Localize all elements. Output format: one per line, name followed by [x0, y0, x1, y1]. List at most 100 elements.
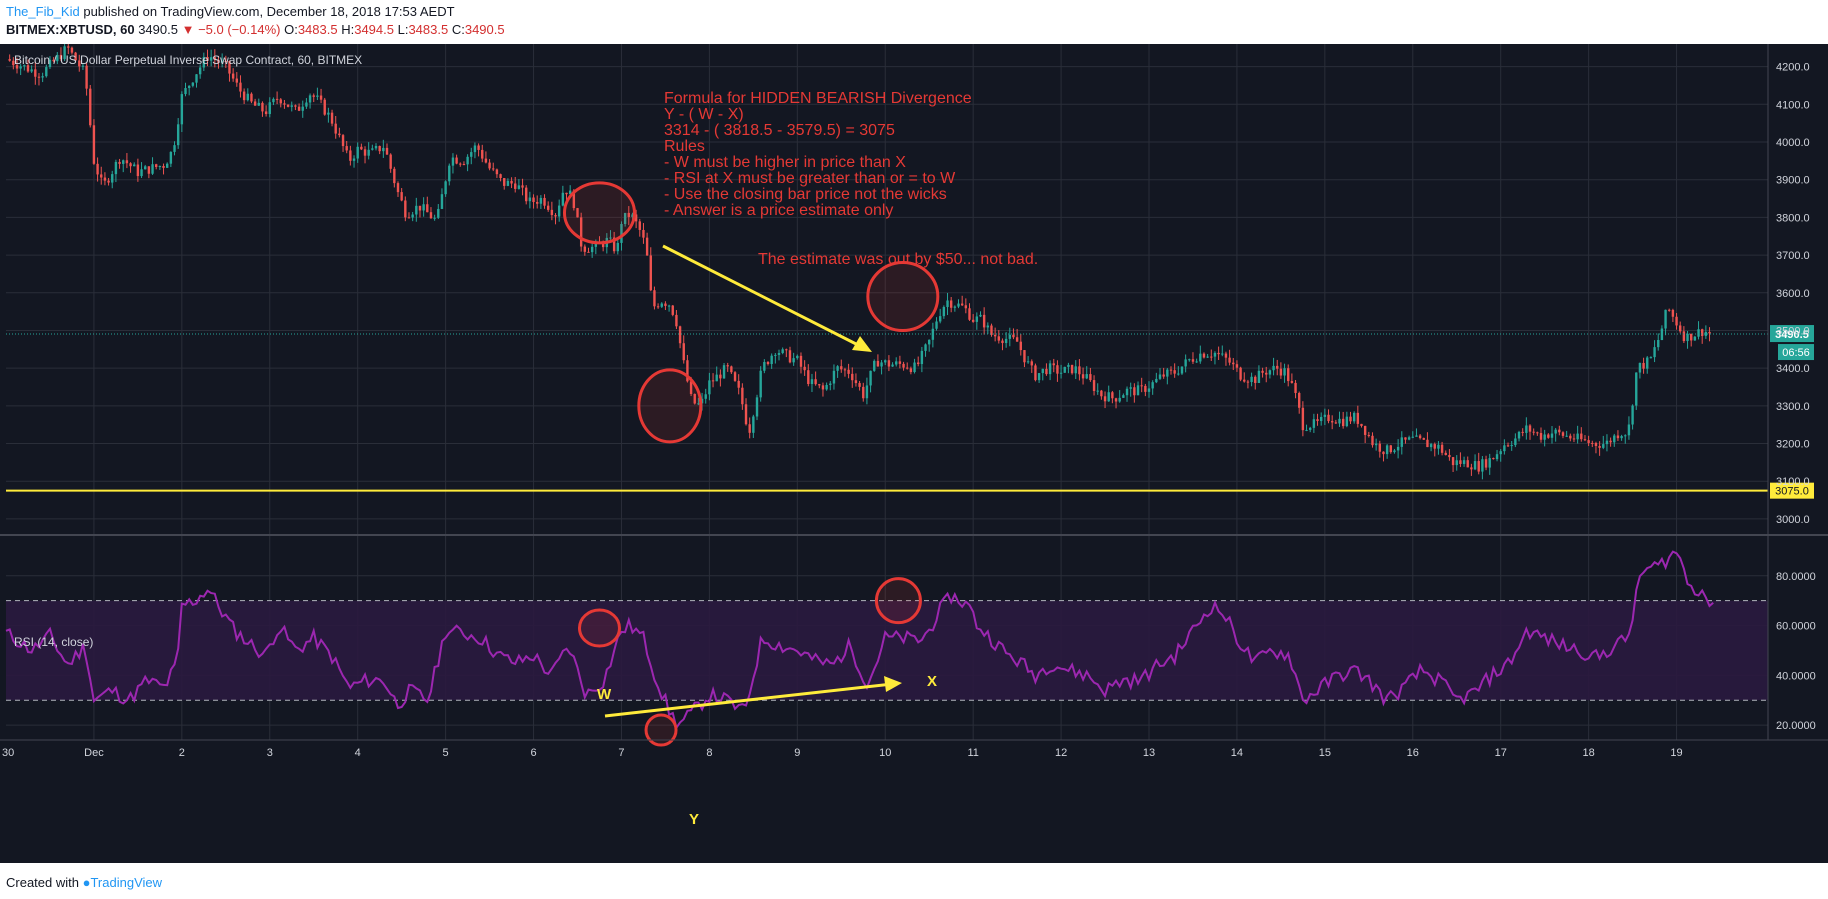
candle-body [737, 380, 740, 388]
candle-body [96, 163, 99, 175]
candle-body [1327, 414, 1330, 422]
author-link[interactable]: The_Fib_Kid [6, 4, 80, 19]
candle-body [466, 156, 469, 165]
candle-body [1085, 374, 1088, 379]
time-tick-label: 15 [1319, 747, 1331, 759]
candle-body [393, 168, 396, 184]
candle-body [620, 223, 623, 243]
candle-body [1015, 337, 1019, 342]
candle-body [78, 60, 81, 67]
candle-body [1111, 392, 1114, 399]
candle-body [499, 174, 502, 179]
candle-body [711, 380, 715, 382]
chart-background [0, 44, 1828, 863]
candle-body [667, 305, 671, 307]
candle-body [1473, 461, 1477, 470]
candle-body [1037, 373, 1041, 381]
open-label: O: [284, 22, 298, 37]
candle-body [1649, 357, 1653, 359]
candle-body [444, 181, 447, 195]
time-tick-label: 9 [794, 747, 800, 759]
candle-body [917, 362, 920, 365]
candle-body [1466, 460, 1469, 468]
candle-body [1477, 461, 1480, 472]
price-change: ▼ −5.0 (−0.14%) [181, 22, 281, 37]
candle-body [1173, 370, 1176, 374]
candle-body [982, 314, 986, 328]
candle-body [590, 246, 594, 253]
candle-body [1089, 374, 1092, 381]
candle-body [1265, 372, 1268, 375]
candle-body [1646, 357, 1649, 369]
candle-body [41, 76, 44, 78]
candle-body [946, 300, 949, 308]
candle-body [290, 105, 293, 107]
candle-body [440, 194, 444, 209]
candle-body [836, 366, 839, 371]
candle-body [345, 146, 348, 151]
candle-body [1561, 432, 1565, 436]
candle-body [341, 135, 345, 147]
candle-body [986, 325, 990, 328]
candle-body [1598, 445, 1601, 448]
candle-body [1312, 419, 1316, 428]
candle-body [766, 362, 770, 365]
candle-body [1151, 382, 1154, 389]
time-tick-label: 17 [1495, 747, 1507, 759]
time-tick-label: Dec [84, 747, 104, 759]
candle-body [15, 65, 19, 69]
candle-body [788, 350, 792, 363]
candle-body [367, 149, 370, 156]
candle-body [565, 192, 568, 195]
tradingview-logo-icon[interactable]: ● [82, 875, 91, 890]
candle-body [942, 307, 946, 317]
candle-body [1030, 361, 1033, 366]
candle-body [220, 61, 224, 63]
low-label: L: [397, 22, 409, 37]
candle-body [1576, 433, 1579, 440]
candle-body [525, 187, 528, 202]
candle-body [294, 105, 297, 107]
candle-body [759, 370, 762, 398]
time-tick-label: 14 [1231, 747, 1243, 759]
candle-body [1180, 366, 1184, 374]
time-tick-label: 10 [879, 747, 891, 759]
candle-body [30, 69, 33, 72]
candle-body [1301, 407, 1305, 431]
candle-body [1495, 454, 1499, 460]
candle-body [1199, 353, 1202, 362]
candle-body [1587, 440, 1590, 443]
chart-canvas[interactable]: 3490.5 06:56 3075.0 3000.0 3100.0 3200.0 3300… [0, 44, 1828, 863]
candle-body [920, 350, 924, 365]
candle-body [1338, 418, 1341, 424]
candle-body [1444, 452, 1447, 455]
price-tick-label: 3500.0 [1776, 325, 1810, 337]
candle-body [389, 154, 392, 169]
candle-body [1305, 429, 1308, 431]
rsi-w-circle [577, 608, 621, 648]
candle-body [1034, 365, 1037, 381]
candle-body [1627, 424, 1631, 436]
candle-body [895, 361, 898, 365]
candle-body [396, 183, 400, 193]
candle-body [268, 102, 271, 115]
main-chart-title: Bitcoin / US Dollar Perpetual Inverse Sw… [14, 53, 362, 67]
candle-body [312, 95, 315, 97]
candle-body [286, 104, 290, 107]
tradingview-logo-text[interactable]: TradingView [90, 875, 163, 890]
candle-body [1690, 333, 1693, 341]
candle-body [1081, 374, 1085, 379]
candle-body [1063, 366, 1066, 373]
candle-body [1371, 435, 1374, 446]
ohlc-line: BITMEX:XBTUSD, 60 3490.5 ▼ −5.0 (−0.14%)… [6, 22, 505, 37]
candle-body [1492, 458, 1495, 460]
candle-body [1287, 368, 1290, 382]
candle-body [316, 95, 319, 97]
close-label: C: [451, 22, 465, 37]
candle-body [671, 305, 674, 315]
candle-body [323, 99, 326, 115]
candle-body [1396, 446, 1400, 451]
candle-body [557, 205, 561, 217]
candle-body [832, 370, 836, 384]
candle-body [224, 61, 228, 63]
